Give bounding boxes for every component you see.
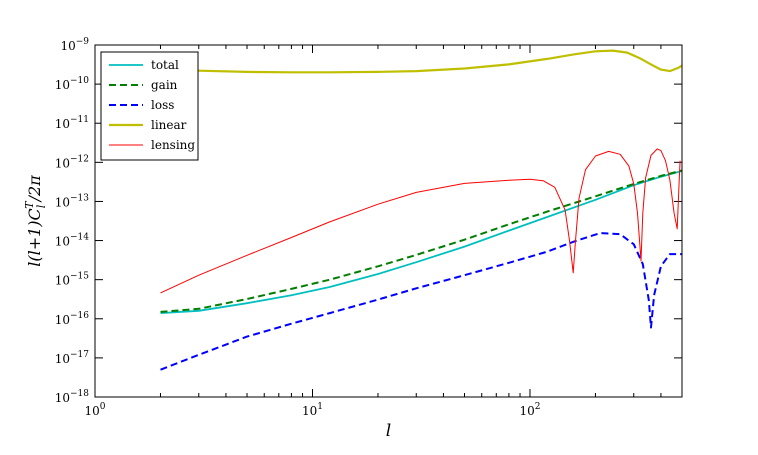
y-tick-label: 10−11 <box>55 115 89 131</box>
y-tick-label: 10−13 <box>55 193 90 209</box>
x-tick-label-exponent: 2 <box>535 402 541 412</box>
y-tick-label-exponent: −10 <box>70 76 89 86</box>
y-tick-label: 10−17 <box>55 350 90 366</box>
y-tick-label-exponent: −17 <box>70 350 89 360</box>
y-tick-label-exponent: −16 <box>70 311 89 321</box>
y-label-superscript: T <box>23 200 36 209</box>
legend-label-linear: linear <box>151 118 187 132</box>
y-tick-label-exponent: −11 <box>70 115 89 125</box>
tick-labels: 100 101 10210−1810−1710−1610−1510−1410−131… <box>55 37 541 418</box>
series-line-lensing <box>160 148 681 294</box>
y-tick-label-exponent: −13 <box>70 193 89 203</box>
y-tick-label-exponent: −18 <box>70 389 89 399</box>
y-tick-label-base: 10 <box>55 156 70 170</box>
y-tick-label-exponent: −9 <box>76 37 90 47</box>
y-tick-label-base: 10 <box>55 391 70 405</box>
y-tick-label-base: 10 <box>55 78 70 92</box>
y-tick-label: 10−12 <box>55 154 89 170</box>
x-tick-label-base: 10 <box>302 404 317 418</box>
legend: total gain loss linear lensing <box>100 51 199 161</box>
series-line-gain <box>160 169 682 313</box>
y-tick-label: 10−14 <box>55 233 90 249</box>
series-layer <box>160 49 682 371</box>
x-tick-label: 102 <box>519 402 540 418</box>
y-tick-label-exponent: −15 <box>70 272 89 282</box>
y-tick-label-exponent: −12 <box>70 154 89 164</box>
x-axis-label: l <box>386 421 391 441</box>
x-tick-label-base: 10 <box>84 404 99 418</box>
legend-label-loss: loss <box>151 98 174 112</box>
y-tick-label-base: 10 <box>55 195 70 209</box>
y-tick-label-base: 10 <box>60 39 75 53</box>
y-tick-label-exponent: −14 <box>70 233 89 243</box>
series-line-linear <box>160 49 682 74</box>
legend-label-gain: gain <box>151 78 178 92</box>
x-tick-label-exponent: 0 <box>100 402 106 412</box>
legend-box <box>100 51 199 161</box>
x-tick-label: 100 <box>84 402 105 418</box>
y-tick-label: 10−16 <box>55 311 90 327</box>
y-label-subscript: l <box>35 204 48 208</box>
y-tick-label-base: 10 <box>55 117 70 131</box>
y-tick-label: 10−18 <box>55 389 90 405</box>
y-tick-label: 10−15 <box>55 272 90 288</box>
y-tick-label-base: 10 <box>55 313 70 327</box>
y-label-tail: /2π <box>25 175 44 204</box>
series-line-total <box>160 170 682 314</box>
x-tick-label-base: 10 <box>519 404 534 418</box>
legend-label-lensing: lensing <box>151 138 195 152</box>
series-line-loss <box>160 232 682 371</box>
x-tick-label-exponent: 1 <box>317 402 323 412</box>
x-tick-label: 101 <box>302 402 323 418</box>
y-tick-label-base: 10 <box>55 352 70 366</box>
y-tick-label-base: 10 <box>55 274 70 288</box>
y-tick-label-base: 10 <box>55 235 70 249</box>
legend-label-total: total <box>151 58 179 72</box>
y-axis-label: l(l+1)ClT/2π <box>23 175 48 267</box>
y-tick-label: 10−9 <box>60 37 89 53</box>
plot-frame <box>94 44 683 398</box>
y-tick-label: 10−10 <box>55 76 90 92</box>
y-label-main: l(l+1)C <box>25 208 44 267</box>
